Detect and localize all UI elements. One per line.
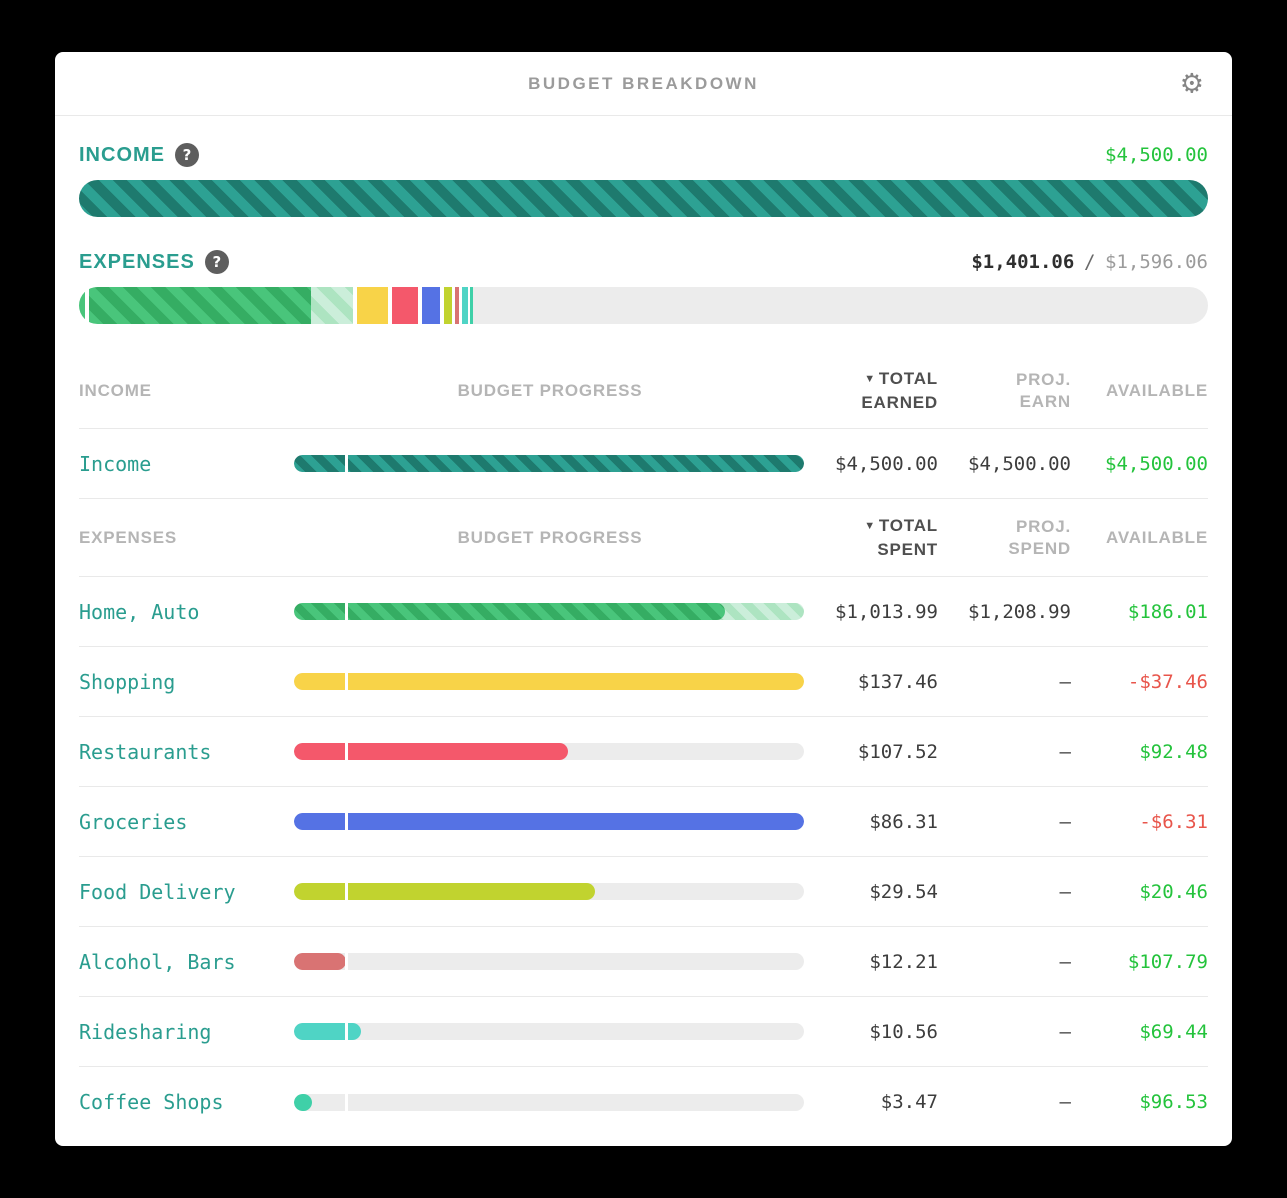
total-spent-value: $3.47	[880, 1091, 938, 1113]
available-value: $92.48	[1139, 740, 1208, 763]
total-earned-value: $4,500.00	[835, 452, 938, 475]
available-value: $69.44	[1139, 1020, 1208, 1043]
restaurants-progress-bar	[294, 743, 804, 760]
category-link-shopping[interactable]: Shopping	[79, 669, 176, 694]
sort-desc-icon: ▼	[864, 373, 876, 385]
total-spent-value: $10.56	[869, 1020, 938, 1043]
total-spent-value: $12.21	[869, 950, 938, 973]
total-spent-value: $29.54	[869, 880, 938, 903]
budget-breakdown-card: BUDGET BREAKDOWN ⚙ INCOME ? $4,500.00 EX…	[55, 52, 1232, 1146]
page-title: BUDGET BREAKDOWN	[528, 73, 759, 93]
table-row-shopping: Shopping $137.46 – -$37.46	[79, 647, 1208, 717]
income-summary-amount: $4,500.00	[1105, 144, 1208, 166]
proj-spend-value: –	[1059, 670, 1071, 693]
income-summary-bar	[79, 180, 1208, 217]
column-header-expenses: EXPENSES	[79, 527, 178, 547]
table-row-food-delivery: Food Delivery $29.54 – $20.46	[79, 857, 1208, 927]
table-row-ridesharing: Ridesharing $10.56 – $69.44	[79, 997, 1208, 1067]
column-header-available[interactable]: AVAILABLE	[1106, 381, 1208, 400]
proj-earn-value: $4,500.00	[968, 452, 1071, 475]
available-value: -$37.46	[1127, 670, 1208, 693]
column-header-available[interactable]: AVAILABLE	[1106, 527, 1208, 547]
expenses-spent-amount: $1,401.06	[971, 251, 1075, 273]
proj-spend-value: –	[1059, 880, 1071, 903]
groceries-progress-bar	[294, 813, 804, 830]
coffee-shops-progress-bar	[294, 1093, 804, 1111]
total-spent-value: $86.31	[869, 810, 938, 833]
gear-icon[interactable]: ⚙	[1179, 68, 1204, 99]
category-link-alcohol-bars[interactable]: Alcohol, Bars	[79, 949, 236, 974]
expenses-table-header-row: EXPENSES BUDGET PROGRESS ▼ TOTAL SPENT PR…	[79, 499, 1208, 577]
expenses-amount-separator: /	[1083, 251, 1096, 273]
column-header-income: INCOME	[79, 381, 152, 400]
category-link-ridesharing[interactable]: Ridesharing	[79, 1019, 212, 1044]
table-row-income: Income $4,500.00 $4,500.00 $4,500.00	[79, 429, 1208, 499]
total-spent-value: $107.52	[857, 740, 938, 763]
expenses-projected-amount: $1,596.06	[1105, 251, 1208, 273]
home-auto-progress-bar	[294, 603, 804, 620]
card-header: BUDGET BREAKDOWN ⚙	[55, 52, 1232, 116]
total-spent-value: $1,013.99	[835, 600, 938, 623]
category-link-food-delivery[interactable]: Food Delivery	[79, 879, 236, 904]
segment-ridesharing	[462, 287, 468, 324]
expenses-summary-amounts: $1,401.06 / $1,596.06	[971, 251, 1208, 273]
alcohol-bars-progress-bar	[294, 953, 804, 970]
proj-spend-value: –	[1059, 1091, 1071, 1113]
expenses-summary-row: EXPENSES ? $1,401.06 / $1,596.06	[79, 250, 1208, 274]
column-header-proj-earn[interactable]: PROJ. EARN	[1015, 370, 1071, 411]
segment-home-auto-projected	[311, 287, 353, 324]
sort-desc-icon: ▼	[864, 519, 876, 532]
income-summary-row: INCOME ? $4,500.00	[79, 143, 1208, 167]
proj-spend-value: $1,208.99	[968, 600, 1071, 623]
table-row-alcohol-bars: Alcohol, Bars $12.21 – $107.79	[79, 927, 1208, 997]
income-help-icon[interactable]: ?	[175, 143, 199, 167]
shopping-progress-bar	[294, 673, 804, 690]
segment-alcohol-bars	[455, 287, 459, 324]
table-row-coffee-shops: Coffee Shops $3.47 – $96.53	[79, 1067, 1208, 1137]
segment-remaining-track	[473, 287, 1208, 324]
food-delivery-progress-bar	[294, 883, 804, 900]
available-value: $4,500.00	[1105, 452, 1208, 475]
segment-home-auto-start	[79, 287, 85, 324]
segment-shopping	[357, 287, 388, 324]
segment-restaurants	[392, 287, 418, 324]
expenses-section-label: EXPENSES	[79, 250, 195, 273]
category-link-restaurants[interactable]: Restaurants	[79, 739, 212, 764]
category-link-income[interactable]: Income	[79, 451, 152, 476]
segment-food-delivery	[444, 287, 452, 324]
available-value: $96.53	[1139, 1091, 1208, 1113]
table-row-restaurants: Restaurants $107.52 – $92.48	[79, 717, 1208, 787]
proj-spend-value: –	[1059, 950, 1071, 973]
proj-spend-value: –	[1059, 1020, 1071, 1043]
segment-groceries	[422, 287, 440, 324]
column-header-proj-spend[interactable]: PROJ. SPEND	[1008, 516, 1071, 558]
category-link-home-auto[interactable]: Home, Auto	[79, 599, 200, 624]
total-spent-value: $137.46	[857, 670, 938, 693]
proj-spend-value: –	[1059, 740, 1071, 763]
expenses-help-icon[interactable]: ?	[204, 250, 229, 274]
segment-coffee-shops	[470, 287, 473, 324]
segment-home-auto-spent	[89, 287, 311, 324]
category-link-coffee-shops[interactable]: Coffee Shops	[79, 1090, 224, 1114]
column-header-total-earned[interactable]: ▼ TOTAL EARNED	[861, 369, 938, 412]
available-value: -$6.31	[1139, 810, 1208, 833]
category-link-groceries[interactable]: Groceries	[79, 809, 188, 834]
table-row-groceries: Groceries $86.31 – -$6.31	[79, 787, 1208, 857]
table-row-home-auto: Home, Auto $1,013.99 $1,208.99 $186.01	[79, 577, 1208, 647]
column-header-budget-progress: BUDGET PROGRESS	[457, 381, 643, 400]
income-progress-bar	[294, 455, 804, 472]
available-value: $186.01	[1127, 600, 1208, 623]
ridesharing-progress-bar	[294, 1023, 804, 1040]
available-value: $20.46	[1139, 880, 1208, 903]
column-header-budget-progress: BUDGET PROGRESS	[457, 527, 643, 547]
proj-spend-value: –	[1059, 810, 1071, 833]
income-table-header-row: INCOME BUDGET PROGRESS ▼ TOTAL EARNED PRO…	[79, 354, 1208, 429]
income-section-label: INCOME	[79, 143, 165, 166]
column-header-total-spent[interactable]: ▼ TOTAL SPENT	[864, 515, 938, 559]
available-value: $107.79	[1127, 950, 1208, 973]
expenses-summary-bar	[79, 287, 1208, 324]
